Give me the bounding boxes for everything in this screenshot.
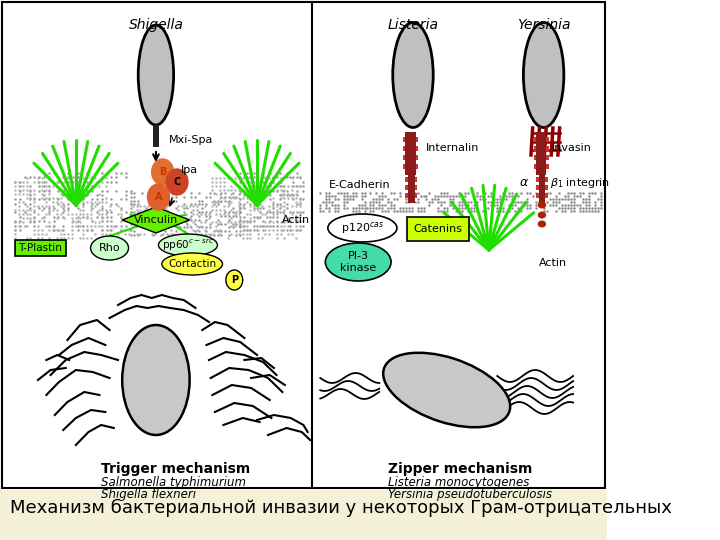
Circle shape — [152, 159, 174, 185]
Bar — [153, 125, 159, 147]
Circle shape — [226, 270, 243, 290]
Text: Механизм бактериальной инвазии у некоторых Грам-отрицательных: Механизм бактериальной инвазии у некотор… — [10, 499, 672, 517]
Ellipse shape — [325, 243, 391, 281]
Bar — [415, 164, 418, 169]
Bar — [408, 175, 415, 203]
Text: P: P — [230, 275, 238, 285]
Bar — [546, 155, 549, 160]
Ellipse shape — [538, 212, 546, 219]
Text: Listeria: Listeria — [387, 18, 438, 32]
Ellipse shape — [523, 23, 564, 127]
Text: Vinculin: Vinculin — [134, 215, 178, 225]
Ellipse shape — [122, 325, 189, 435]
Polygon shape — [122, 207, 189, 233]
Bar — [536, 132, 546, 175]
Text: Zipper mechanism: Zipper mechanism — [387, 462, 532, 476]
Bar — [545, 177, 548, 182]
Ellipse shape — [162, 253, 222, 275]
Text: Shigella flexneri: Shigella flexneri — [101, 488, 196, 501]
Ellipse shape — [383, 353, 510, 427]
Bar — [403, 164, 405, 169]
Bar — [545, 185, 548, 190]
Ellipse shape — [392, 23, 433, 127]
Text: Ipa: Ipa — [181, 165, 198, 175]
Text: Cortactin: Cortactin — [168, 259, 216, 269]
Text: Listeria monocytogenes: Listeria monocytogenes — [387, 476, 529, 489]
Bar — [536, 177, 539, 182]
Text: Salmonella typhimurium: Salmonella typhimurium — [101, 476, 246, 489]
Text: Shigella: Shigella — [128, 18, 184, 32]
Ellipse shape — [138, 25, 174, 125]
Bar — [534, 137, 536, 142]
Bar — [405, 193, 408, 198]
Text: Trigger mechanism: Trigger mechanism — [101, 462, 251, 476]
Bar — [545, 193, 548, 198]
Bar — [415, 185, 417, 190]
Text: p120$^{cas}$: p120$^{cas}$ — [341, 220, 384, 236]
Bar — [0, 490, 607, 540]
Ellipse shape — [91, 236, 129, 260]
FancyBboxPatch shape — [407, 217, 469, 241]
Text: Actin: Actin — [282, 215, 310, 225]
Bar — [536, 193, 539, 198]
Ellipse shape — [328, 214, 397, 242]
Text: Catenins: Catenins — [414, 224, 463, 234]
Bar — [546, 164, 549, 169]
Text: Mxi-Spa: Mxi-Spa — [168, 135, 213, 145]
Bar — [534, 164, 536, 169]
Text: T-Plastin: T-Plastin — [19, 243, 63, 253]
Ellipse shape — [538, 201, 546, 208]
Text: PI-3
kinase: PI-3 kinase — [340, 251, 377, 273]
Bar — [415, 193, 417, 198]
Text: Yersinia: Yersinia — [517, 18, 570, 32]
Bar — [403, 155, 405, 160]
Text: $\alpha$: $\alpha$ — [519, 177, 529, 190]
Text: Yersinia pseudotuberculosis: Yersinia pseudotuberculosis — [387, 488, 552, 501]
Text: C: C — [174, 177, 181, 187]
Text: Actin: Actin — [539, 258, 567, 268]
Circle shape — [166, 169, 188, 195]
Bar — [539, 175, 545, 203]
Bar — [415, 137, 418, 142]
Text: Internalin: Internalin — [426, 143, 479, 153]
Bar — [534, 146, 536, 151]
Bar — [546, 146, 549, 151]
Ellipse shape — [158, 234, 217, 256]
Text: B: B — [159, 167, 166, 177]
Bar — [415, 146, 418, 151]
Bar — [415, 155, 418, 160]
Bar — [546, 137, 549, 142]
Bar — [403, 146, 405, 151]
Ellipse shape — [538, 220, 546, 227]
Text: A: A — [155, 192, 162, 202]
Text: Rho: Rho — [99, 243, 120, 253]
Bar — [405, 132, 415, 175]
Circle shape — [148, 184, 169, 210]
Text: $\beta_1$ integrin: $\beta_1$ integrin — [550, 176, 611, 190]
Bar — [534, 155, 536, 160]
Bar — [405, 185, 408, 190]
Bar — [405, 177, 408, 182]
Text: E-Cadherin: E-Cadherin — [328, 180, 390, 190]
Text: pp60$^{c-src}$: pp60$^{c-src}$ — [162, 238, 214, 253]
Bar — [536, 185, 539, 190]
Bar — [415, 177, 417, 182]
Bar — [403, 137, 405, 142]
Text: Invasin: Invasin — [552, 143, 592, 153]
